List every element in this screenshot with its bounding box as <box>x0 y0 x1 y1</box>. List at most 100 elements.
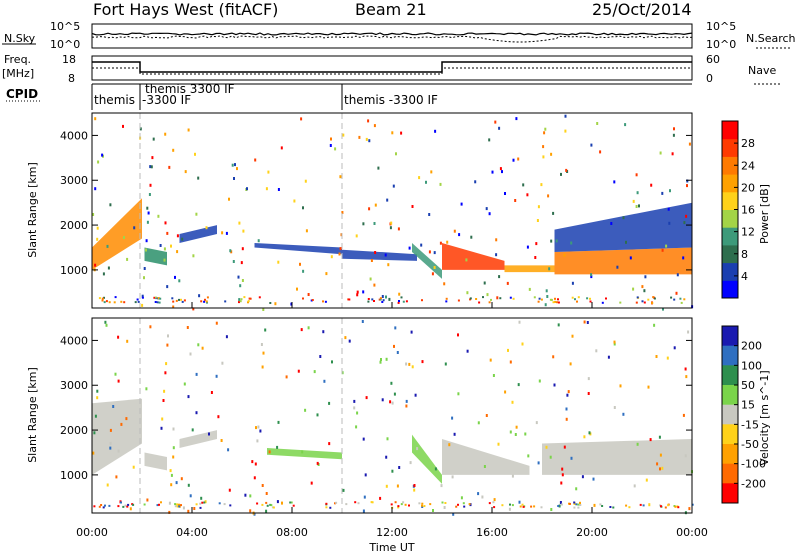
scatter-point <box>205 300 208 303</box>
scatter-point <box>163 247 166 251</box>
velocity-y-ticks: 1000 2000 3000 4000 <box>60 334 692 482</box>
scatter-point <box>394 326 397 330</box>
scatter-point <box>215 321 218 325</box>
scatter-point <box>316 461 319 465</box>
scatter-point <box>261 484 264 487</box>
scatter-point <box>453 229 456 233</box>
scatter-point <box>96 237 99 241</box>
scatter-point <box>243 296 246 299</box>
velocity-bands <box>92 398 692 484</box>
scatter-point <box>393 344 395 348</box>
scatter-point <box>163 258 166 262</box>
scatter-point <box>261 503 264 506</box>
scatter-point <box>569 502 571 505</box>
scatter-point <box>126 505 129 508</box>
scatter-point <box>265 492 268 495</box>
scatter-point <box>411 205 414 208</box>
scatter-point <box>120 300 123 303</box>
scatter-point <box>655 355 658 358</box>
scatter-point <box>335 501 338 504</box>
scatter-point <box>488 502 491 505</box>
scatter-point <box>94 117 97 121</box>
scatter-point <box>390 381 393 385</box>
scatter-point <box>397 506 400 509</box>
scatter-point <box>496 296 499 300</box>
scatter-point <box>402 501 405 504</box>
scatter-point <box>172 300 175 303</box>
scatter-point <box>373 300 375 302</box>
scatter-point <box>362 437 365 441</box>
scatter-point <box>341 371 344 375</box>
scatter-point <box>544 127 547 131</box>
scatter-point <box>176 503 179 506</box>
scatter-point <box>100 504 103 506</box>
scatter-point <box>290 302 293 306</box>
scatter-point <box>150 165 153 169</box>
scatter-point <box>149 325 152 329</box>
scatter-point <box>192 307 195 311</box>
scatter-point <box>408 246 411 250</box>
nave-trace <box>92 67 692 75</box>
colorbar-swatch <box>722 156 738 175</box>
colorbar-tick-label: 20 <box>741 181 755 194</box>
scatter-point <box>247 300 250 303</box>
scatter-point <box>200 300 203 303</box>
scatter-point <box>444 362 447 366</box>
scatter-point <box>405 404 408 408</box>
scatter-point <box>404 503 407 506</box>
scatter-point <box>191 428 194 432</box>
scatter-point <box>387 263 390 267</box>
scatter-point <box>194 152 196 156</box>
scatter-point <box>330 255 333 259</box>
scatter-point <box>430 170 433 174</box>
scatter-point <box>145 387 148 391</box>
scatter-point <box>348 298 351 301</box>
scatter-point <box>633 484 636 488</box>
scatter-point <box>394 501 397 504</box>
scatter-point <box>217 415 220 419</box>
scatter-point <box>409 461 412 465</box>
scatter-point <box>311 299 314 301</box>
scatter-point <box>554 300 556 303</box>
scatter-point <box>101 297 104 300</box>
scatter-point <box>601 505 604 507</box>
scatter-point <box>229 249 232 253</box>
scatter-point <box>398 292 401 296</box>
scatter-point <box>509 430 512 434</box>
scatter-point <box>396 351 399 354</box>
scatter-point <box>515 425 518 429</box>
scatter-point <box>402 300 405 303</box>
scatter-point <box>536 219 539 222</box>
n-sky-label: N.Sky <box>4 32 36 45</box>
scatter-point <box>488 301 491 304</box>
scatter-point <box>683 221 686 225</box>
scatter-band <box>144 247 167 266</box>
scatter-point <box>493 498 496 502</box>
scatter-point <box>339 247 342 251</box>
power-colorbar-label: Power [dB] <box>758 184 771 244</box>
scatter-point <box>184 170 187 174</box>
freq-unit-label: [MHz] <box>2 67 34 80</box>
scatter-point <box>132 465 135 469</box>
scatter-point <box>489 358 492 362</box>
scatter-point <box>210 391 213 394</box>
scatter-band <box>542 439 692 475</box>
scatter-point <box>629 256 632 260</box>
scatter-point <box>659 151 662 155</box>
scatter-point <box>561 467 564 471</box>
scatter-point <box>166 285 169 289</box>
scatter-point <box>139 127 142 131</box>
scatter-point <box>206 301 208 304</box>
scatter-point <box>465 258 468 262</box>
scatter-point <box>645 478 648 482</box>
colorbar-tick-label: 200 <box>741 340 762 353</box>
scatter-point <box>659 467 661 471</box>
scatter-point <box>300 117 303 121</box>
colorbar-frame <box>721 325 739 504</box>
scatter-point <box>145 239 148 243</box>
noise-panel: N.Sky 10^5 10^0 10^5 10^0 N.Search <box>2 20 796 51</box>
scatter-band <box>92 398 142 475</box>
scatter-point <box>653 297 656 300</box>
scatter-point <box>208 432 210 436</box>
colorbar-swatch <box>722 444 738 465</box>
